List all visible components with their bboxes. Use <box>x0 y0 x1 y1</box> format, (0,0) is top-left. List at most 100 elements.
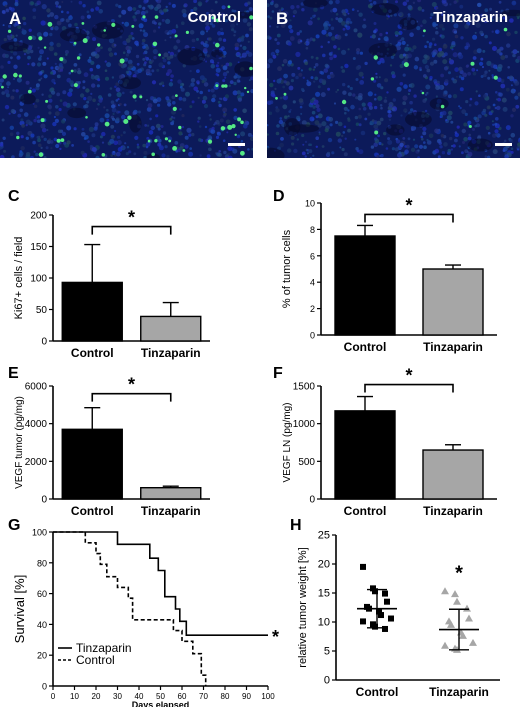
nucleus <box>101 131 106 137</box>
nucleus <box>186 127 192 133</box>
nucleus <box>343 152 348 157</box>
nucleus <box>299 30 302 33</box>
nucleus <box>510 114 514 118</box>
nucleus <box>437 80 440 84</box>
nucleus <box>115 117 120 122</box>
nucleus <box>347 92 352 97</box>
nucleus <box>438 47 443 52</box>
nucleus <box>181 125 185 129</box>
nucleus <box>468 103 472 107</box>
nucleus <box>136 143 140 146</box>
micrograph-title-tinzaparin: Tinzaparin <box>433 9 508 26</box>
nucleus <box>393 74 396 77</box>
nucleus <box>4 104 10 110</box>
nucleus <box>109 138 115 144</box>
nucleus <box>41 93 44 96</box>
x-tick-label: Tinzaparin <box>423 504 483 518</box>
nucleus <box>467 151 473 157</box>
nucleus <box>336 34 342 40</box>
nucleus <box>498 0 502 4</box>
nucleus <box>178 96 183 101</box>
nucleus <box>171 95 176 100</box>
nucleus <box>424 93 428 96</box>
nucleus <box>37 46 40 49</box>
nucleus <box>185 91 190 97</box>
nucleus <box>387 110 391 114</box>
nucleus <box>492 123 495 127</box>
nucleus <box>183 3 188 8</box>
nucleus <box>108 38 115 44</box>
y-tick-label: 500 <box>298 457 315 468</box>
nucleus <box>501 78 505 82</box>
data-point-control <box>376 608 382 615</box>
nucleus <box>395 0 398 4</box>
nucleus <box>472 56 477 60</box>
data-point-control <box>384 598 390 605</box>
nucleus <box>313 66 316 69</box>
nucleus <box>451 77 455 81</box>
nucleus <box>474 124 477 128</box>
nucleus <box>86 10 90 14</box>
nucleus <box>93 126 98 131</box>
ki67-positive-cell <box>85 116 88 119</box>
nucleus <box>323 68 329 73</box>
nucleus <box>275 131 280 136</box>
nucleus <box>411 128 414 132</box>
nucleus <box>385 31 389 35</box>
nucleus <box>247 132 252 137</box>
ki67-positive-cell <box>1 85 4 89</box>
dark-region <box>371 3 399 16</box>
nucleus <box>315 34 320 39</box>
nucleus <box>203 104 209 109</box>
nucleus <box>290 135 295 140</box>
ki67-positive-cell <box>60 138 65 143</box>
nucleus <box>8 6 12 10</box>
nucleus <box>43 156 47 158</box>
nucleus <box>504 154 509 158</box>
nucleus <box>148 4 154 10</box>
nucleus <box>412 45 417 50</box>
nucleus <box>387 137 391 141</box>
ki67-positive-cell <box>172 106 177 111</box>
nucleus <box>245 33 249 38</box>
nucleus <box>62 58 67 64</box>
nucleus <box>188 151 194 157</box>
nucleus <box>439 145 443 149</box>
nucleus <box>236 52 240 56</box>
nucleus <box>7 86 10 89</box>
ki67-positive-cell <box>178 125 182 130</box>
nucleus <box>50 27 54 31</box>
nucleus <box>300 87 305 92</box>
nucleus <box>145 145 149 149</box>
micrograph-tinzaparin: B Tinzaparin <box>267 0 520 158</box>
nucleus <box>439 50 445 57</box>
nucleus <box>215 73 219 76</box>
nucleus <box>341 69 346 73</box>
nucleus <box>98 9 103 14</box>
nucleus <box>38 57 42 61</box>
nucleus <box>343 125 347 129</box>
ki67-positive-cell <box>70 69 74 73</box>
nucleus <box>46 57 49 60</box>
nucleus <box>500 83 506 89</box>
nucleus <box>231 9 235 12</box>
nucleus <box>282 104 288 110</box>
nucleus <box>422 98 427 103</box>
nucleus <box>25 119 31 125</box>
nucleus <box>426 40 429 44</box>
panel-label-g: G <box>8 517 20 534</box>
nucleus <box>113 43 117 47</box>
dark-region <box>118 76 141 90</box>
nucleus <box>267 35 271 40</box>
nucleus <box>37 138 41 143</box>
ki67-positive-cell <box>249 66 253 71</box>
nucleus <box>391 147 395 151</box>
nucleus <box>58 62 63 68</box>
nucleus <box>48 98 53 103</box>
nucleus <box>128 34 133 39</box>
nucleus <box>504 54 508 59</box>
scale-bar <box>495 143 512 146</box>
nucleus <box>290 79 294 83</box>
nucleus <box>155 114 159 118</box>
nucleus <box>77 67 81 71</box>
